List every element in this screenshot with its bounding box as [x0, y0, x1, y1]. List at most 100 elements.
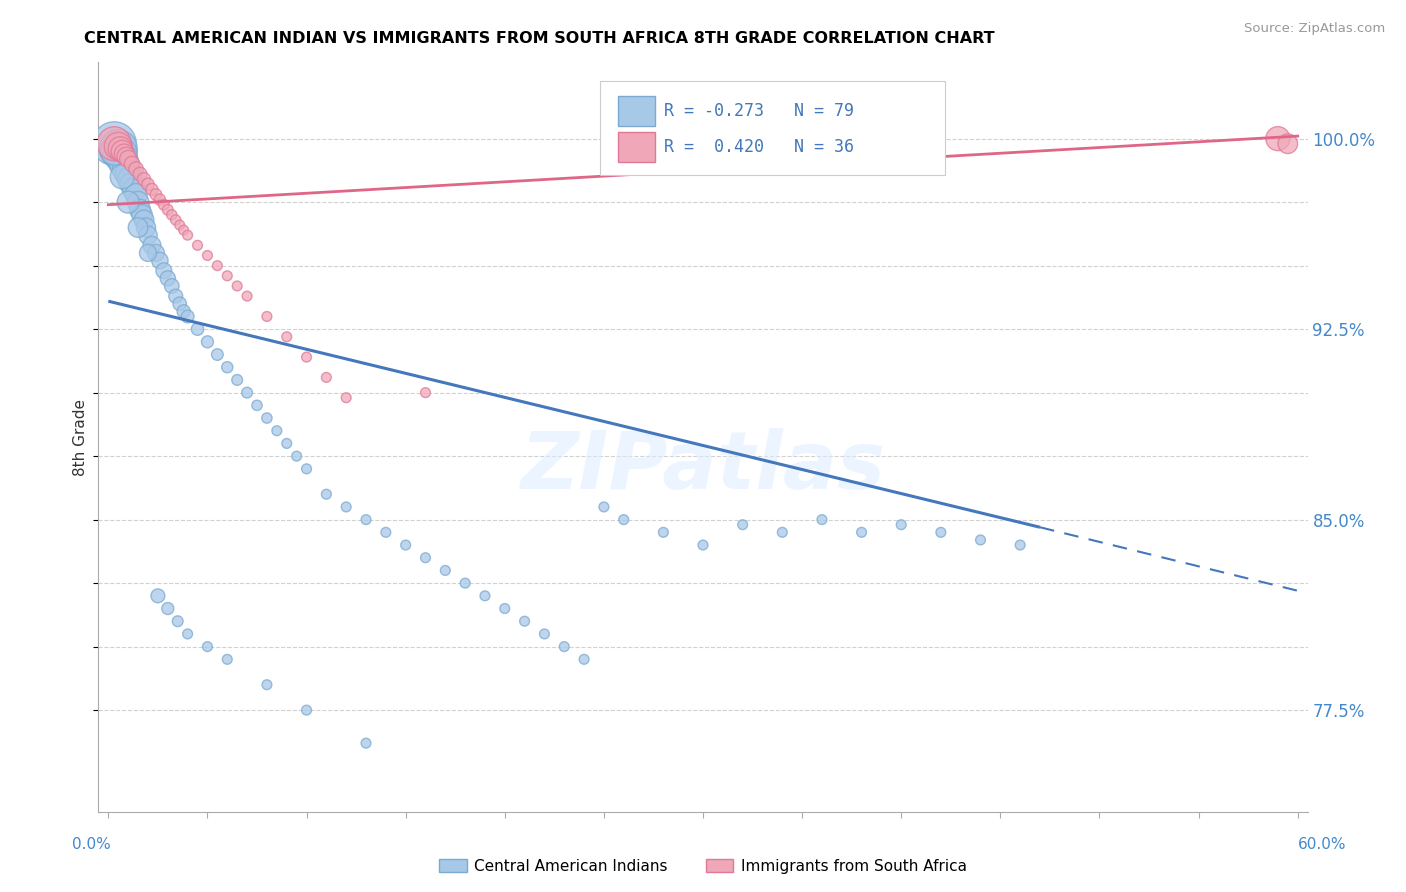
Point: [315, 487, 337, 501]
Point: [246, 398, 269, 412]
Point: [553, 640, 575, 654]
Point: [593, 500, 616, 514]
Point: [197, 640, 219, 654]
Point: [103, 145, 125, 159]
Point: [256, 411, 278, 425]
Point: [153, 197, 176, 211]
Text: 0.0%: 0.0%: [72, 837, 111, 852]
Point: [256, 310, 278, 324]
Text: ZIPatlas: ZIPatlas: [520, 428, 886, 506]
Point: [110, 147, 132, 161]
Point: [176, 228, 198, 243]
Point: [166, 614, 188, 628]
Point: [295, 462, 318, 476]
Point: [217, 360, 239, 375]
Point: [136, 246, 159, 260]
Point: [395, 538, 418, 552]
Point: [434, 563, 457, 577]
Point: [197, 248, 219, 262]
Point: [111, 169, 134, 184]
Point: [156, 601, 179, 615]
Point: [197, 334, 219, 349]
Point: [851, 525, 873, 540]
Point: [186, 322, 208, 336]
Point: [131, 208, 153, 222]
Point: [127, 220, 149, 235]
Y-axis label: 8th Grade: 8th Grade: [73, 399, 87, 475]
Point: [454, 576, 477, 591]
Point: [112, 157, 135, 171]
Point: [295, 350, 318, 364]
Point: [969, 533, 991, 547]
Point: [107, 139, 129, 153]
Point: [173, 304, 195, 318]
Point: [285, 449, 308, 463]
Text: 60.0%: 60.0%: [1298, 837, 1346, 852]
FancyBboxPatch shape: [600, 81, 945, 175]
Point: [176, 310, 198, 324]
Point: [117, 152, 139, 166]
Point: [692, 538, 714, 552]
Point: [374, 525, 396, 540]
Point: [122, 182, 145, 196]
Point: [149, 253, 172, 268]
Point: [186, 238, 208, 252]
Point: [136, 178, 159, 192]
Point: [115, 149, 138, 163]
Point: [266, 424, 288, 438]
Point: [160, 279, 183, 293]
Point: [132, 172, 155, 186]
Point: [111, 152, 134, 166]
Point: [141, 182, 163, 196]
Point: [156, 271, 179, 285]
Text: CENTRAL AMERICAN INDIAN VS IMMIGRANTS FROM SOUTH AFRICA 8TH GRADE CORRELATION CH: CENTRAL AMERICAN INDIAN VS IMMIGRANTS FR…: [84, 31, 995, 46]
Point: [1267, 131, 1289, 145]
Point: [236, 385, 259, 400]
Point: [572, 652, 595, 666]
Bar: [619, 132, 655, 162]
Point: [1010, 538, 1032, 552]
Point: [160, 208, 183, 222]
Point: [354, 736, 377, 750]
Text: R =  0.420   N = 36: R = 0.420 N = 36: [664, 138, 855, 156]
Point: [115, 162, 138, 177]
Point: [354, 513, 377, 527]
Point: [141, 238, 163, 252]
Point: [121, 178, 143, 192]
Point: [295, 703, 318, 717]
Legend: Central American Indians, Immigrants from South Africa: Central American Indians, Immigrants fro…: [433, 853, 973, 880]
Point: [165, 213, 187, 227]
Point: [415, 550, 437, 565]
Point: [149, 193, 172, 207]
Point: [929, 525, 952, 540]
Point: [129, 167, 152, 181]
Point: [121, 157, 143, 171]
Point: [533, 627, 555, 641]
Text: R = -0.273   N = 79: R = -0.273 N = 79: [664, 103, 855, 120]
Point: [811, 513, 834, 527]
Point: [256, 678, 278, 692]
Point: [226, 279, 249, 293]
Point: [207, 259, 229, 273]
Point: [652, 525, 675, 540]
Point: [169, 218, 191, 232]
Bar: [619, 96, 655, 126]
Point: [415, 385, 437, 400]
Point: [890, 517, 912, 532]
Point: [135, 220, 157, 235]
Point: [315, 370, 337, 384]
Point: [1277, 136, 1299, 151]
Point: [156, 202, 179, 217]
Point: [276, 330, 298, 344]
Point: [111, 145, 134, 159]
Point: [236, 289, 259, 303]
Point: [173, 223, 195, 237]
Point: [112, 147, 135, 161]
Point: [125, 187, 148, 202]
Point: [169, 297, 191, 311]
Point: [145, 187, 167, 202]
Point: [770, 525, 793, 540]
Point: [117, 167, 139, 181]
Point: [731, 517, 754, 532]
Point: [207, 347, 229, 361]
